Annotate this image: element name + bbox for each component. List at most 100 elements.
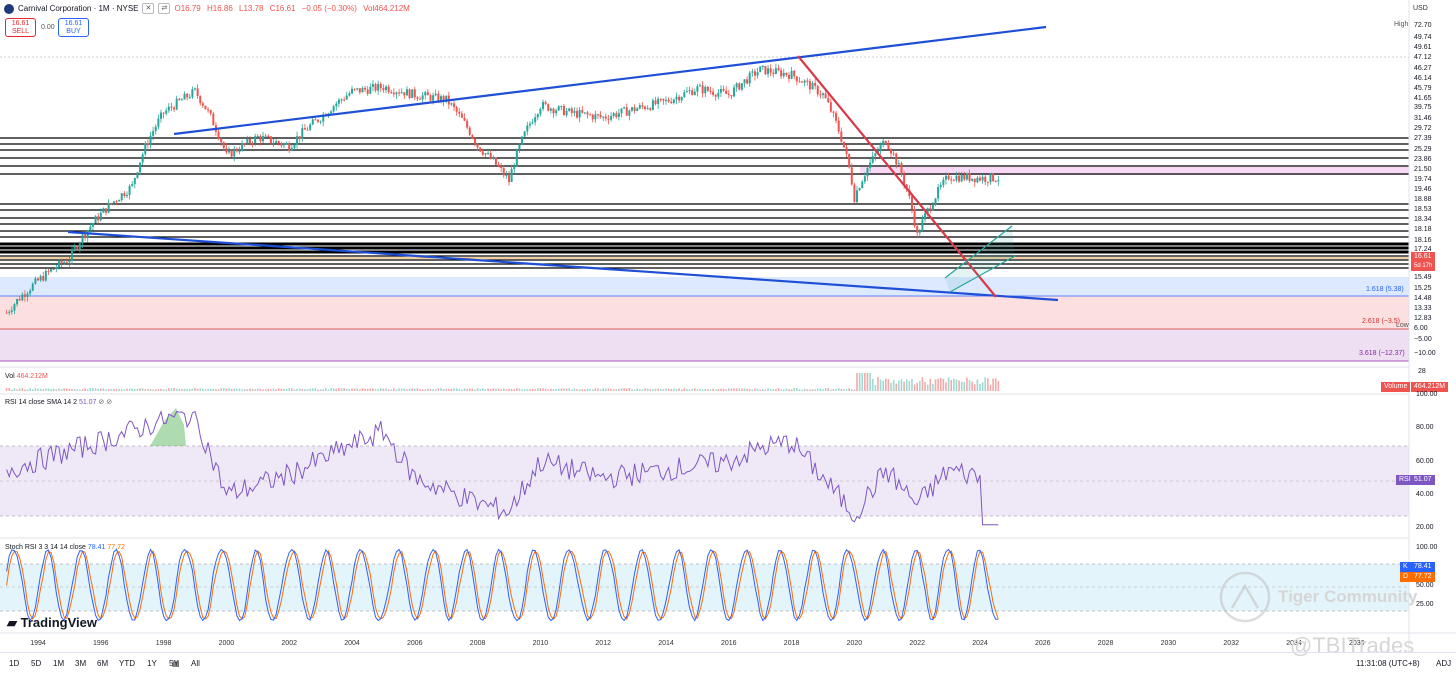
volume-bar xyxy=(314,388,317,391)
currency-label[interactable]: USD xyxy=(1413,5,1428,12)
volume-bar xyxy=(607,388,610,391)
candle-body xyxy=(971,178,974,181)
candle-body xyxy=(871,155,874,163)
volume-bar xyxy=(649,389,652,391)
candle-body xyxy=(55,267,58,270)
timeframe-3m[interactable]: 3M xyxy=(75,659,87,668)
volume-bar xyxy=(479,388,482,391)
volume-bar xyxy=(343,388,345,391)
date-range-icon[interactable]: ▤ xyxy=(172,659,180,668)
candle-body xyxy=(756,72,759,76)
volume-bar xyxy=(236,388,238,391)
volume-bar xyxy=(353,388,356,391)
volume-bar xyxy=(170,388,173,391)
candle-body xyxy=(505,175,508,177)
volume-bar xyxy=(24,389,26,391)
candle-body xyxy=(651,100,654,110)
volume-bar xyxy=(243,389,246,391)
volume-bar xyxy=(534,389,536,391)
close-symbol-icon[interactable]: ✕ xyxy=(142,3,155,14)
candle-body xyxy=(816,85,819,95)
volume-bar xyxy=(748,389,751,391)
chart-canvas[interactable]: 1994 1996 1998 2000 2002 2004 2006 2008 2010 2012… xyxy=(0,0,1456,652)
year-label-2022: 2022 xyxy=(909,640,925,647)
candle-body xyxy=(348,93,351,96)
candle-body xyxy=(377,83,380,91)
volume-bar xyxy=(84,388,86,391)
candle-body xyxy=(759,66,762,73)
candle-body xyxy=(688,90,691,92)
volume-bar xyxy=(230,388,233,391)
compare-icon[interactable]: ⇄ xyxy=(158,3,171,14)
volume-bar xyxy=(670,389,673,391)
volume-bar xyxy=(505,389,508,391)
volume-bar xyxy=(34,388,37,391)
candle-body xyxy=(806,80,809,82)
price-tick: 18.34 xyxy=(1414,216,1432,223)
timeframe-5d[interactable]: 5D xyxy=(31,659,42,668)
candle-body xyxy=(316,119,319,122)
volume-bar xyxy=(73,388,76,391)
volume-bar xyxy=(178,388,181,391)
tradingview-logo[interactable]: ▰ TradingView xyxy=(7,615,97,631)
volume-bar xyxy=(94,388,97,391)
candle-body xyxy=(293,144,296,148)
volume-bar xyxy=(981,382,984,391)
candle-body xyxy=(107,203,110,213)
candle-body xyxy=(298,136,301,139)
candle-body xyxy=(699,85,702,87)
candle-body xyxy=(99,212,102,221)
timeframe-1y[interactable]: 1Y xyxy=(147,659,157,668)
candle-body xyxy=(735,83,738,88)
buy-button[interactable]: 16.61 BUY xyxy=(58,18,89,37)
timeframe-ytd[interactable]: YTD xyxy=(119,659,135,668)
volume-bar xyxy=(730,388,733,391)
volume-bar xyxy=(13,388,16,391)
candle-body xyxy=(10,310,13,312)
volume-bar xyxy=(8,388,11,391)
volume-bar xyxy=(830,389,832,391)
candle-body xyxy=(199,95,202,104)
candle-body xyxy=(774,68,777,74)
volume-bar xyxy=(646,388,649,391)
volume-bar xyxy=(869,373,871,391)
volume-bar xyxy=(107,388,110,391)
price-tick: 15.25 xyxy=(1414,285,1432,292)
volume-bar xyxy=(571,389,573,391)
timeframe-1d[interactable]: 1D xyxy=(9,659,20,668)
candle-body xyxy=(900,163,903,175)
candle-body xyxy=(555,110,558,114)
sell-button[interactable]: 16.61 SELL xyxy=(5,18,36,37)
candle-body xyxy=(471,134,474,139)
clock-time[interactable]: 11:31:08 (UTC+8) xyxy=(1356,659,1420,668)
candle-body xyxy=(997,180,1000,182)
timeframe-5y[interactable]: 5Y xyxy=(169,659,179,668)
volume-bar xyxy=(168,388,170,391)
candle-body xyxy=(910,196,913,210)
volume-bar xyxy=(683,388,686,391)
price-axis[interactable]: 72.70 49.74 49.61 47.12 46.27 46.14 45.79 41.65… xyxy=(1409,0,1456,652)
volume-bar xyxy=(356,388,359,391)
candle-body xyxy=(91,223,94,227)
adj-toggle[interactable]: ADJ xyxy=(1436,659,1452,668)
candle-body xyxy=(23,294,26,297)
candle-body xyxy=(714,94,717,97)
candle-body xyxy=(811,82,814,90)
candle-body xyxy=(217,131,220,139)
candle-body xyxy=(442,96,445,102)
timeframe-6m[interactable]: 6M xyxy=(97,659,109,668)
volume-bar xyxy=(921,377,924,391)
price-tick: 46.27 xyxy=(1414,65,1432,72)
candle-body xyxy=(434,93,437,96)
timeframe-all[interactable]: All xyxy=(191,659,200,668)
candle-body xyxy=(264,135,267,137)
candle-body xyxy=(691,90,694,95)
symbol-title[interactable]: Carnival Corporation · 1M · NYSE xyxy=(18,4,139,13)
candle-body xyxy=(50,269,53,272)
volume-bar xyxy=(848,388,850,391)
volume-bar xyxy=(811,388,814,391)
candle-body xyxy=(709,90,712,92)
timeframe-1m[interactable]: 1M xyxy=(53,659,65,668)
volume-bar xyxy=(963,381,966,391)
volume-bar xyxy=(589,388,591,391)
